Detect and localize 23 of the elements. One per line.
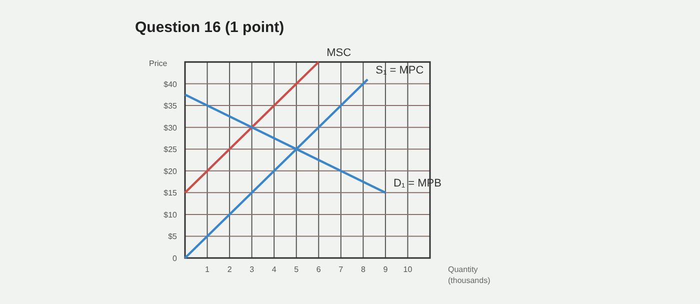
- y-tick-label: $35: [164, 102, 178, 111]
- x-axis-title: Quantity (thousands): [448, 265, 491, 285]
- y-tick-label: $10: [164, 210, 178, 220]
- y-axis-title: Price: [149, 59, 168, 68]
- x-tick-label: 10: [403, 265, 413, 274]
- y-tick-label: $25: [164, 145, 178, 154]
- x-tick-label: 5: [294, 265, 300, 274]
- x-tick-label: 3: [250, 265, 255, 274]
- y-tick-label: $5: [168, 232, 178, 242]
- x-tick-label: 9: [383, 265, 388, 274]
- x-tick-label: 1: [205, 265, 210, 274]
- x-tick-label: 4: [272, 265, 277, 274]
- series-label: MSC: [326, 47, 352, 59]
- y-tick-label: $40: [164, 80, 178, 89]
- x-tick-label: 6: [316, 265, 322, 274]
- y-tick-label: 0: [172, 254, 178, 263]
- y-tick-label: $20: [164, 166, 178, 176]
- y-tick-label: $15: [164, 188, 178, 198]
- x-tick-label: 2: [227, 265, 232, 274]
- y-tick-label: $30: [164, 123, 178, 132]
- x-tick-label: 8: [360, 265, 366, 274]
- chart-title: Question 16 (1 point): [135, 19, 284, 36]
- x-tick-label: 7: [338, 265, 344, 274]
